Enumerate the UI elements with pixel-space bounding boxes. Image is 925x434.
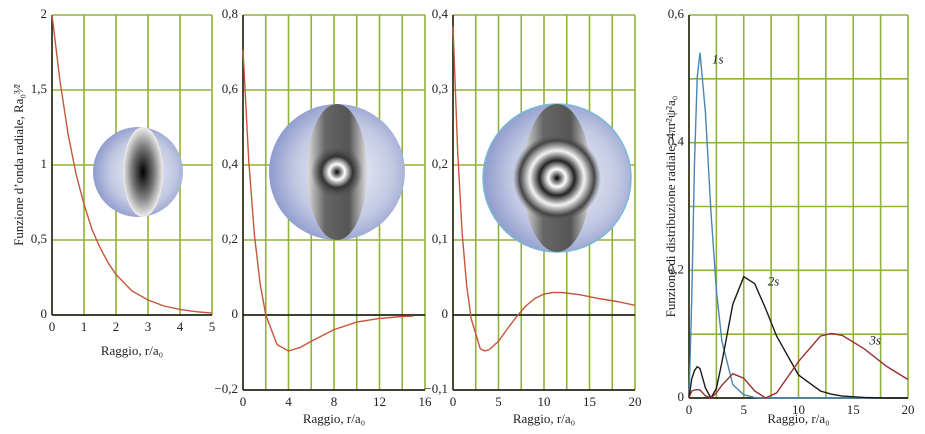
y-tick-label: 0,2 [432, 156, 448, 171]
y-axis-label: Funzione di distribuzione radiale, 4πr²ψ… [663, 96, 678, 318]
y-tick-label: 0,4 [432, 6, 449, 21]
x-tick-label: 12 [373, 394, 386, 409]
x-tick-label: 16 [419, 394, 433, 409]
x-tick-label: 0 [686, 402, 693, 417]
x-axis-label: Raggio, r/a₀ [303, 411, 365, 426]
series-label: 1s [712, 52, 724, 67]
x-tick-label: 20 [902, 402, 915, 417]
x-tick-label: 5 [741, 402, 748, 417]
y-tick-label: 0,4 [222, 156, 239, 171]
x-tick-label: 15 [847, 402, 860, 417]
y-tick-label: 0,6 [222, 81, 239, 96]
y-tick-label: 0 [678, 389, 685, 404]
y-tick-label: 0 [41, 306, 48, 321]
orbital-2s [269, 104, 405, 240]
y-tick-label: 0,5 [31, 231, 47, 246]
x-tick-label: 1 [81, 319, 88, 334]
y-tick-label: 0,2 [222, 231, 238, 246]
y-tick-label: 0,8 [222, 6, 238, 21]
x-tick-label: 0 [240, 394, 247, 409]
page: {"chart_data": [ {"type": "line", "ylabe… [0, 0, 925, 434]
x-tick-label: 2 [113, 319, 120, 334]
orbital-1s [93, 127, 183, 217]
x-axis-label: Raggio, r/a₀ [101, 343, 163, 358]
x-tick-label: 0 [49, 319, 56, 334]
y-tick-label: 0,6 [668, 6, 685, 21]
x-axis-label: Raggio, r/a₀ [767, 411, 829, 426]
x-tick-label: 20 [629, 394, 642, 409]
x-tick-label: 5 [495, 394, 502, 409]
y-tick-label: 2 [41, 6, 48, 21]
x-tick-label: 5 [209, 319, 216, 334]
y-tick-label: 0,3 [432, 81, 448, 96]
orbital-3s [483, 104, 631, 252]
x-tick-label: 4 [285, 394, 292, 409]
y-tick-label: 1,5 [31, 81, 47, 96]
series-label: 3s [868, 333, 881, 348]
x-tick-label: 0 [450, 394, 457, 409]
x-axis-label: Raggio, r/a₀ [513, 411, 575, 426]
x-tick-label: 4 [177, 319, 184, 334]
y-tick-label: −0,1 [424, 381, 448, 396]
x-tick-label: 3 [145, 319, 152, 334]
y-tick-label: −0,2 [214, 381, 238, 396]
x-tick-label: 15 [583, 394, 596, 409]
x-tick-label: 8 [331, 394, 338, 409]
series-label: 2s [768, 274, 780, 289]
x-tick-label: 10 [538, 394, 551, 409]
y-tick-label: 0 [442, 306, 449, 321]
y-tick-label: 0,1 [432, 231, 448, 246]
y-axis-label: Funzione d’onda radiale, Ra₀³⁄² [11, 84, 26, 246]
y-tick-label: 1 [41, 156, 48, 171]
y-tick-label: 0 [232, 306, 239, 321]
figure: 01234500,511,52Raggio, r/a₀Funzione d’on… [0, 0, 925, 434]
